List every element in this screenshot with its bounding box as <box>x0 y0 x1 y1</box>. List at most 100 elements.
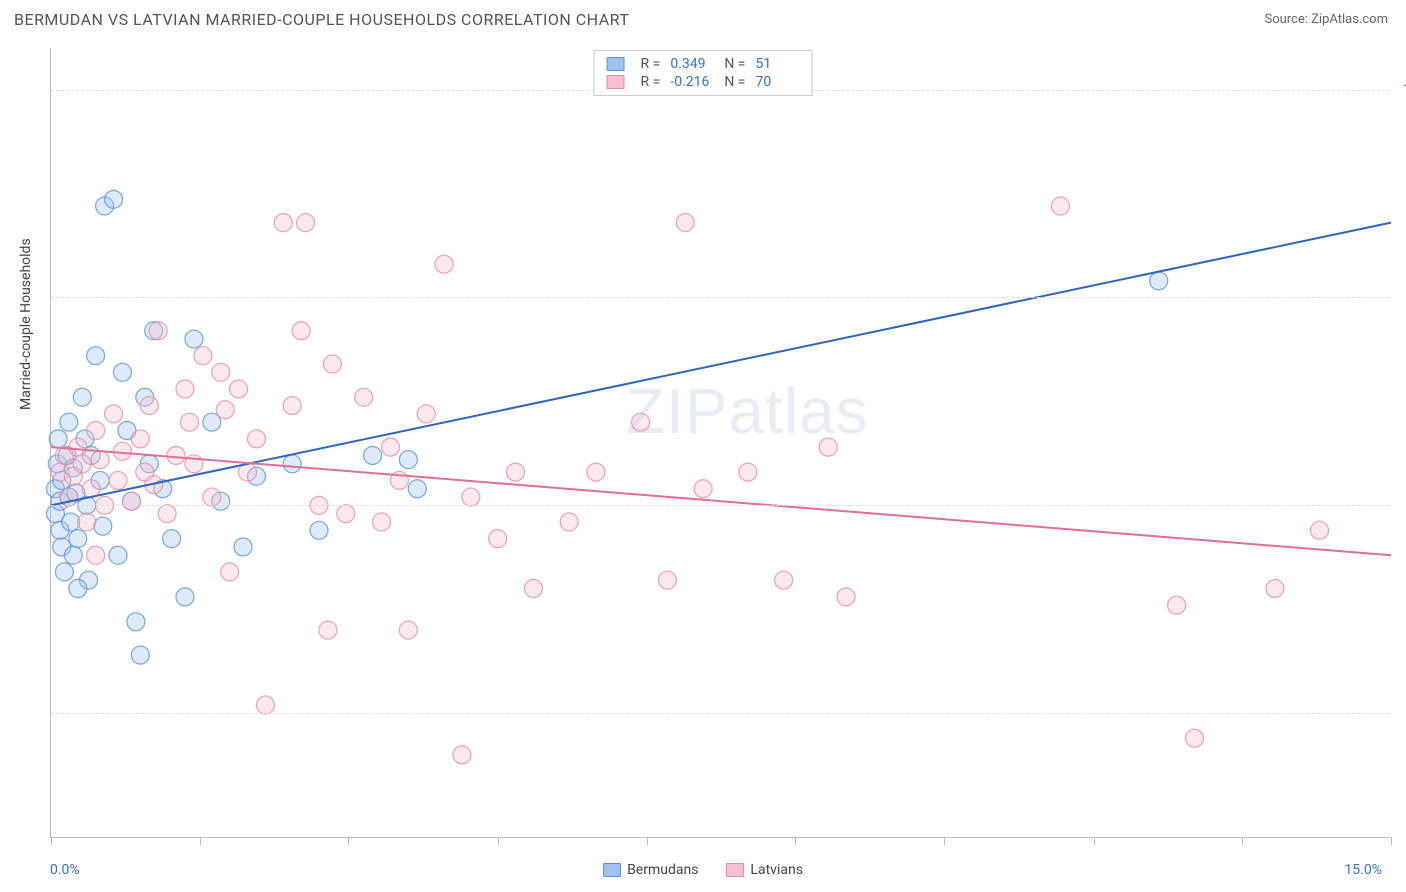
legend-swatch <box>607 57 625 71</box>
data-point <box>310 521 328 539</box>
data-point <box>408 480 426 498</box>
data-point <box>1185 729 1203 747</box>
x-tick <box>348 837 349 845</box>
data-point <box>149 322 167 340</box>
stat-n-label: N = <box>724 56 745 72</box>
x-tick <box>1094 837 1095 845</box>
stat-n-label: N = <box>724 74 745 90</box>
data-point <box>212 363 230 381</box>
x-tick <box>498 837 499 845</box>
data-point <box>113 442 131 460</box>
data-point <box>234 538 252 556</box>
data-point <box>658 571 676 589</box>
data-point <box>49 430 67 448</box>
gridline <box>51 297 1390 298</box>
data-point <box>55 563 73 581</box>
gridline <box>51 505 1390 506</box>
legend-swatch <box>603 863 621 877</box>
legend-label: Bermudans <box>627 862 698 878</box>
data-point <box>283 455 301 473</box>
scatter-svg <box>51 48 1390 837</box>
data-point <box>230 380 248 398</box>
data-point <box>109 471 127 489</box>
data-point <box>203 488 221 506</box>
x-axis-end-label: 15.0% <box>1344 862 1382 878</box>
data-point <box>274 214 292 232</box>
data-point <box>176 380 194 398</box>
chart-plot-area: ZIPatlas 25.0%50.0%75.0%100.0% <box>50 48 1390 838</box>
data-point <box>163 530 181 548</box>
data-point <box>127 613 145 631</box>
y-tick-label: 100.0% <box>1403 82 1406 98</box>
data-point <box>837 588 855 606</box>
data-point <box>64 546 82 564</box>
data-point <box>560 513 578 531</box>
source-label: Source: ZipAtlas.com <box>1264 12 1388 27</box>
correlation-legend: R = 0.349 N = 51R = -0.216 N = 70 <box>594 50 813 96</box>
data-point <box>283 397 301 415</box>
data-point <box>632 413 650 431</box>
data-point <box>355 388 373 406</box>
legend-row: R = -0.216 N = 70 <box>607 73 800 91</box>
legend-label: Latvians <box>750 862 803 878</box>
data-point <box>78 513 96 531</box>
data-point <box>337 505 355 523</box>
stat-r-value: 0.349 <box>670 56 714 72</box>
data-point <box>113 363 131 381</box>
data-point <box>122 492 140 510</box>
legend-item: Bermudans <box>603 862 698 878</box>
data-point <box>140 397 158 415</box>
data-point <box>94 517 112 535</box>
data-point <box>73 388 91 406</box>
data-point <box>819 438 837 456</box>
data-point <box>1266 580 1284 598</box>
legend-row: R =0.349N =51 <box>607 55 800 73</box>
data-point <box>73 455 91 473</box>
data-point <box>185 330 203 348</box>
series-legend: Bermudans Latvians <box>603 862 803 878</box>
data-point <box>373 513 391 531</box>
data-point <box>364 446 382 464</box>
trend-line <box>51 447 1391 555</box>
x-axis-start-label: 0.0% <box>50 862 80 878</box>
x-tick <box>200 837 201 845</box>
data-point <box>256 696 274 714</box>
y-axis-label: Married-couple Households <box>18 238 34 410</box>
data-point <box>194 347 212 365</box>
data-point <box>381 438 399 456</box>
data-point <box>676 214 694 232</box>
stat-n-value: 51 <box>755 56 799 72</box>
stat-r-value: -0.216 <box>670 74 714 90</box>
data-point <box>221 563 239 581</box>
data-point <box>319 621 337 639</box>
data-point <box>69 580 87 598</box>
data-point <box>60 413 78 431</box>
data-point <box>69 438 87 456</box>
data-point <box>87 422 105 440</box>
data-point <box>435 255 453 273</box>
data-point <box>292 322 310 340</box>
data-point <box>587 463 605 481</box>
stat-r-label: R = <box>641 74 661 90</box>
stat-n-value: 70 <box>755 74 799 90</box>
data-point <box>323 355 341 373</box>
data-point <box>462 488 480 506</box>
data-point <box>62 513 80 531</box>
legend-swatch <box>607 75 625 89</box>
data-point <box>69 530 87 548</box>
legend-item: Latvians <box>726 862 803 878</box>
legend-swatch <box>726 863 744 877</box>
data-point <box>399 621 417 639</box>
data-point <box>775 571 793 589</box>
x-tick <box>1242 837 1243 845</box>
data-point <box>109 546 127 564</box>
data-point <box>87 546 105 564</box>
data-point <box>105 405 123 423</box>
data-point <box>453 746 471 764</box>
data-point <box>297 214 315 232</box>
data-point <box>180 413 198 431</box>
x-tick <box>1391 837 1392 845</box>
data-point <box>167 446 185 464</box>
data-point <box>247 430 265 448</box>
data-point <box>489 530 507 548</box>
